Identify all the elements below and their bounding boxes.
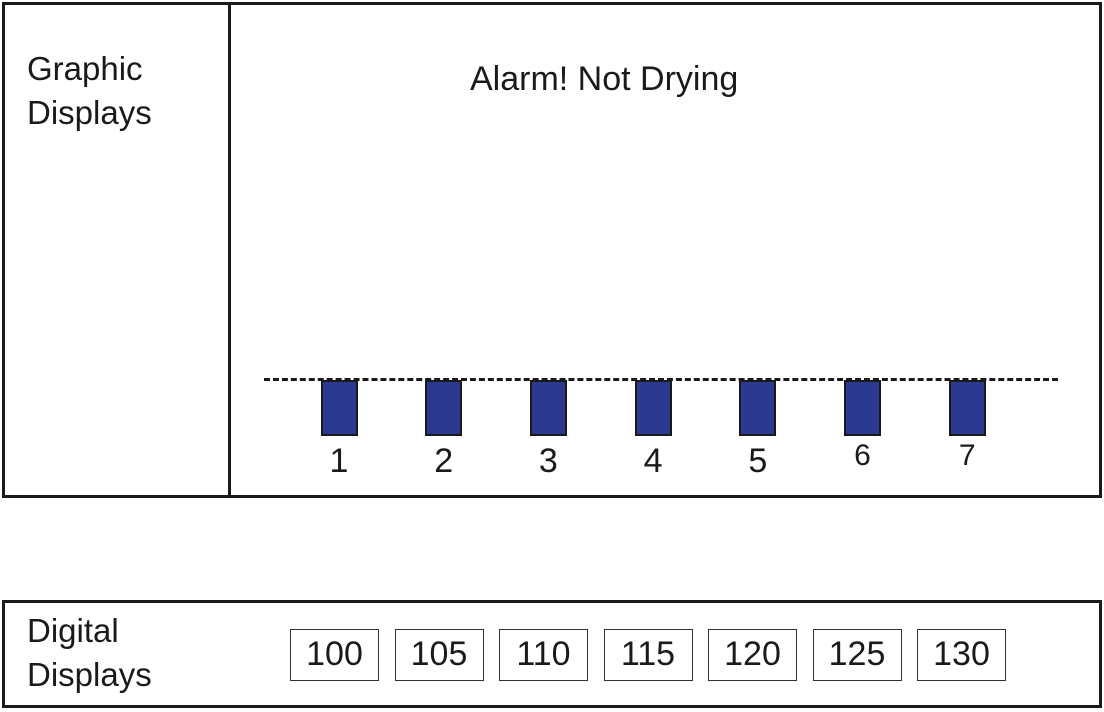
digital-displays-panel: Digital Displays 100 105 110 115 120 125 130 <box>2 600 1102 708</box>
sensor-bar-5 <box>739 380 777 436</box>
sensor-bar-row: 1 2 3 4 5 6 7 <box>5 5 1099 495</box>
readout-box-6: 125 <box>812 629 902 681</box>
sensor-bar-7 <box>948 380 986 436</box>
graphic-displays-panel: Graphic Displays Alarm! Not Drying 1 2 3 4 5… <box>2 2 1102 498</box>
sensor-number-2: 2 <box>434 442 454 480</box>
sensor-bar-2 <box>425 380 463 436</box>
graphic-displays-label: Graphic Displays <box>27 50 152 131</box>
sensor-bar-4 <box>634 380 672 436</box>
readout-box-2: 105 <box>394 629 484 681</box>
panel-divider <box>228 5 231 495</box>
readout-box-1: 100 <box>290 629 379 681</box>
sensor-bar-1 <box>320 380 358 436</box>
readout-box-3: 110 <box>499 629 588 681</box>
readout-box-4: 115 <box>603 629 693 681</box>
sensor-number-5: 5 <box>748 442 768 480</box>
sensor-number-4: 4 <box>643 442 663 480</box>
sensor-bar-6 <box>844 380 881 436</box>
sensor-number-3: 3 <box>538 442 558 480</box>
digital-displays-label: Digital Displays <box>27 612 152 693</box>
readout-box-5: 120 <box>708 629 797 681</box>
alarm-message: Alarm! Not Drying <box>470 60 739 98</box>
sensor-number-7: 7 <box>958 439 976 472</box>
threshold-dashed-line <box>264 378 1058 381</box>
sensor-number-6: 6 <box>854 439 871 472</box>
readout-box-7: 130 <box>917 629 1006 681</box>
sensor-number-1: 1 <box>329 442 349 480</box>
sensor-bar-3 <box>529 380 567 436</box>
